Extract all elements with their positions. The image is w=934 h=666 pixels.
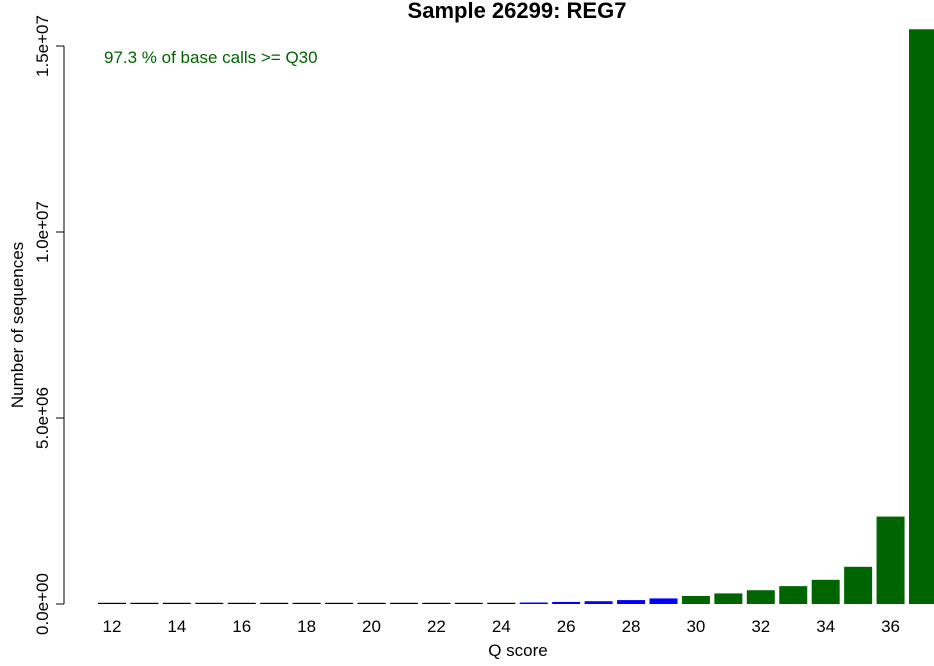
bar-q18	[292, 602, 321, 604]
x-axis-ticks: 12 14 16 18 20 22 24 26 28 30 32 34 36	[103, 617, 900, 636]
y-tick-label: 1.0e+07	[33, 201, 52, 263]
bar-q20	[357, 602, 386, 604]
bar-q23	[454, 602, 483, 604]
x-tick-label: 22	[427, 617, 446, 636]
x-tick-label: 20	[362, 617, 381, 636]
y-tick-label: 1.5e+07	[33, 15, 52, 77]
q30-annotation: 97.3 % of base calls >= Q30	[104, 48, 318, 67]
bar-q21	[389, 602, 418, 604]
bar-q15	[195, 602, 224, 604]
x-tick-label: 36	[881, 617, 900, 636]
bar-q33	[779, 586, 808, 604]
bar-q19	[325, 602, 354, 604]
bars-group	[98, 29, 934, 604]
bar-q32	[746, 590, 775, 604]
x-tick-label: 30	[686, 617, 705, 636]
y-axis-label: Number of sequences	[8, 242, 27, 408]
x-axis-label: Q score	[488, 641, 548, 660]
x-tick-label: 28	[622, 617, 641, 636]
bar-q12	[98, 602, 126, 604]
bar-q24	[487, 602, 516, 604]
bar-q13	[130, 602, 159, 604]
chart-title: Sample 26299: REG7	[408, 0, 627, 23]
bar-q14	[162, 602, 191, 604]
x-tick-label: 32	[751, 617, 770, 636]
bar-q27	[584, 601, 613, 604]
x-tick-label: 16	[232, 617, 251, 636]
bar-q28	[617, 600, 646, 604]
bar-q22	[422, 602, 451, 604]
bar-q29	[649, 598, 678, 604]
x-tick-label: 14	[167, 617, 186, 636]
bar-q17	[260, 602, 289, 604]
x-tick-label: 26	[557, 617, 576, 636]
bar-q30	[681, 596, 710, 604]
bar-q35	[844, 566, 873, 604]
y-tick-label: 0.0e+00	[33, 573, 52, 635]
x-tick-label: 18	[297, 617, 316, 636]
bar-q31	[714, 593, 743, 604]
y-tick-label: 5.0e+06	[33, 387, 52, 449]
bar-q25	[519, 602, 548, 604]
x-tick-label: 24	[492, 617, 511, 636]
x-tick-label: 12	[103, 617, 122, 636]
bar-q16	[227, 602, 256, 604]
bar-q34	[811, 579, 840, 604]
x-tick-label: 34	[816, 617, 835, 636]
y-axis-ticks: 0.0e+00 5.0e+06 1.0e+07 1.5e+07	[33, 15, 64, 635]
bar-q26	[552, 601, 581, 604]
bar-q36	[876, 516, 905, 604]
bar-q37	[909, 29, 934, 604]
